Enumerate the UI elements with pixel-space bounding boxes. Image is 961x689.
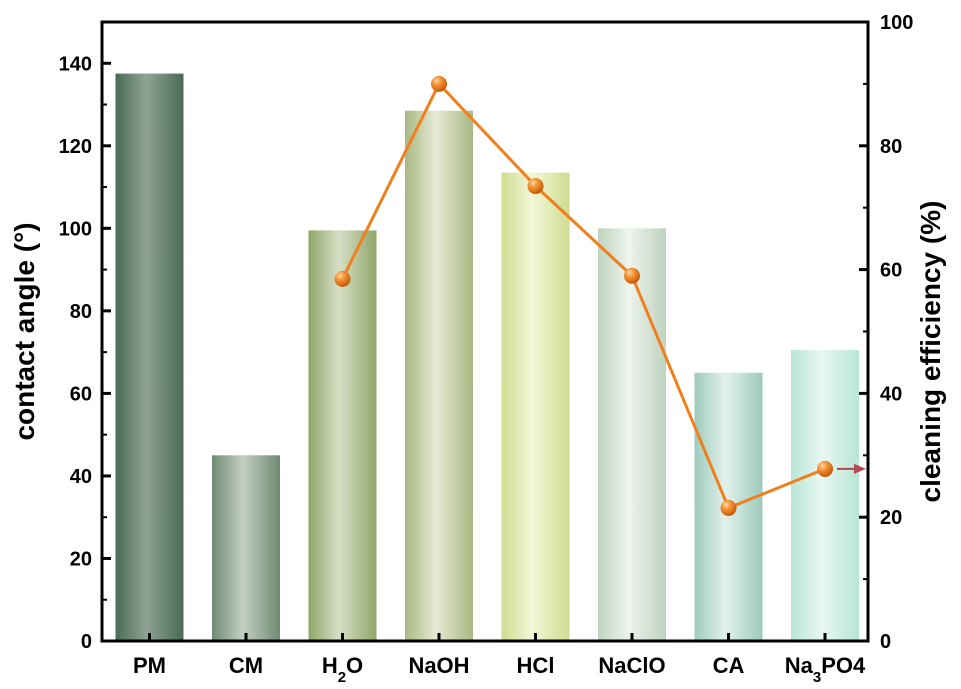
efficiency-point-naclo	[624, 267, 640, 284]
right-tick-label: 80	[880, 136, 902, 158]
left-tick-label: 120	[59, 136, 92, 158]
efficiency-point-naoh	[431, 75, 447, 92]
bar-cm	[212, 455, 280, 641]
category-label: Na3PO4	[785, 653, 866, 684]
right-tick-label: 40	[880, 383, 902, 405]
category-label: H2O	[322, 653, 363, 684]
left-tick-label: 140	[59, 53, 92, 75]
left-tick-label: 80	[70, 301, 92, 323]
bar-h2o	[308, 230, 377, 641]
bar-naclo	[598, 228, 666, 642]
efficiency-point-na3po4	[817, 460, 833, 477]
bar-na3po4	[791, 350, 859, 641]
right-axis-title: cleaning efficiency (%)	[915, 201, 946, 503]
left-tick-label: 60	[70, 383, 92, 405]
bar-pm	[115, 73, 184, 642]
category-label: CM	[229, 653, 263, 678]
right-tick-label: 20	[880, 507, 902, 529]
right-tick-label: 100	[880, 12, 913, 34]
category-label: NaOH	[408, 653, 469, 678]
left-tick-label: 40	[70, 466, 92, 488]
left-tick-label: 100	[59, 218, 92, 240]
bar-naoh	[405, 110, 473, 642]
efficiency-point-h2o	[334, 270, 351, 287]
category-label: HCl	[517, 653, 555, 678]
right-tick-label: 60	[880, 260, 902, 282]
right-tick-label: 0	[880, 631, 891, 653]
left-tick-label: 20	[70, 548, 92, 570]
axis-arrow-head	[854, 463, 866, 474]
efficiency-line	[341, 81, 826, 510]
bar-hcl	[501, 172, 570, 641]
category-label: CA	[713, 653, 745, 678]
efficiency-point-ca	[720, 499, 737, 516]
left-tick-label: 0	[81, 631, 92, 653]
category-label: NaClO	[598, 653, 665, 678]
left-axis-title: contact angle (°)	[9, 222, 40, 440]
category-label: PM	[133, 653, 166, 678]
efficiency-point-hcl	[527, 178, 544, 195]
